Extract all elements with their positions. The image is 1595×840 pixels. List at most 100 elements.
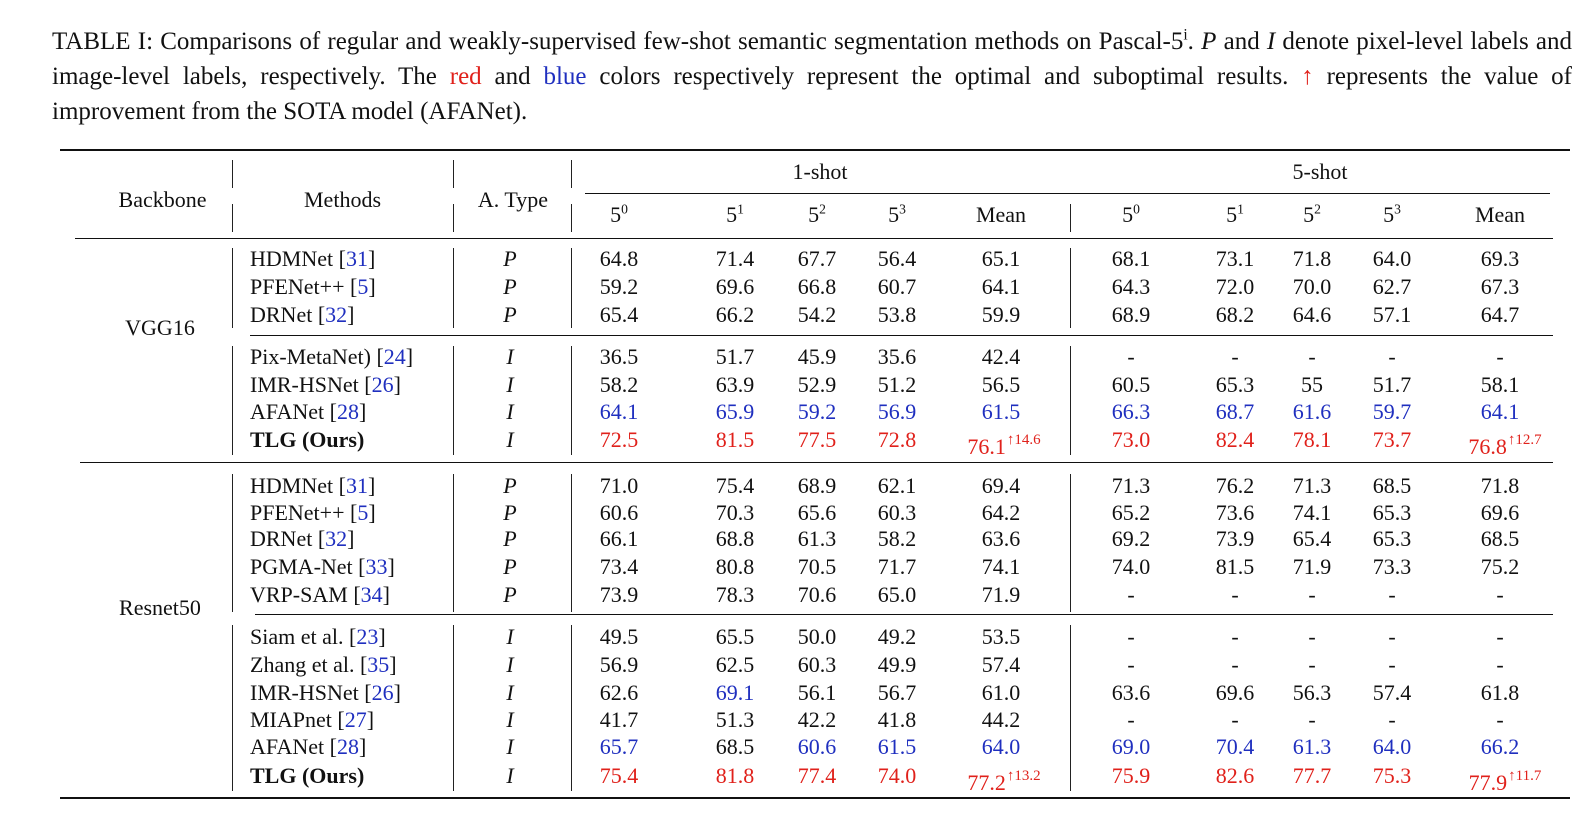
value-cell: -: [1127, 624, 1135, 649]
annotation-type: I: [506, 680, 514, 705]
value-cell: 73.7: [1372, 427, 1412, 452]
value-cell: 36.5: [599, 344, 639, 369]
column-separator: [232, 474, 233, 612]
value-cell: 77.4: [797, 763, 837, 788]
value-cell: 60.6: [797, 734, 837, 759]
value-cell: 73.9: [599, 582, 639, 607]
fold-header: 51: [726, 201, 744, 227]
value-cell: -: [1388, 582, 1396, 607]
value-cell: -: [1388, 344, 1396, 369]
value-cell: -: [1231, 652, 1239, 677]
value-cell: 68.9: [797, 473, 837, 498]
value-cell: 68.7: [1215, 399, 1255, 424]
value-cell: 64.2: [981, 500, 1021, 525]
method-name: VRP-SAM [34]: [250, 582, 390, 607]
value-cell: 73.3: [1372, 554, 1412, 579]
value-cell: 57.4: [1372, 680, 1412, 705]
value-cell: -: [1308, 652, 1316, 677]
method-name: Pix-MetaNet) [24]: [250, 344, 414, 369]
value-cell: 74.0: [1111, 554, 1151, 579]
method-name: PFENet++ [5]: [250, 500, 376, 525]
value-cell: 64.0: [1372, 734, 1412, 759]
value-cell: 75.3: [1372, 763, 1412, 788]
fold-header: 50: [610, 201, 628, 227]
value-cell: 35.6: [877, 344, 917, 369]
value-cell: 67.7: [797, 246, 837, 271]
method-name: IMR-HSNet [26]: [250, 372, 401, 397]
value-cell: -: [1388, 624, 1396, 649]
value-cell: 72.5: [599, 427, 639, 452]
annotation-type: I: [506, 427, 514, 452]
value-cell: 71.8: [1292, 246, 1332, 271]
value-cell: -: [1127, 344, 1135, 369]
column-separator: [453, 625, 454, 791]
value-cell: -: [1127, 582, 1135, 607]
value-cell: 57.4: [981, 652, 1021, 677]
header-separator: [453, 160, 454, 188]
value-cell: 41.8: [877, 707, 917, 732]
resnet-block-rule: [255, 614, 1553, 615]
value-cell: 60.6: [599, 500, 639, 525]
value-cell: 66.8: [797, 274, 837, 299]
red-word: red: [449, 63, 482, 90]
value-cell: 65.7: [599, 734, 639, 759]
value-cell: 71.3: [1111, 473, 1151, 498]
value-cell: 61.6: [1292, 399, 1332, 424]
value-cell: 71.9: [981, 582, 1021, 607]
value-cell: 75.4: [599, 763, 639, 788]
annotation-type: I: [506, 734, 514, 759]
mean-header: Mean: [1474, 202, 1526, 227]
value-cell: 66.2: [1480, 734, 1520, 759]
annotation-type: I: [506, 652, 514, 677]
value-cell: 61.5: [981, 399, 1021, 424]
value-cell: 63.6: [981, 526, 1021, 551]
top-rule: [60, 149, 1570, 151]
value-cell: 71.8: [1480, 473, 1520, 498]
value-cell: 54.2: [797, 302, 837, 327]
value-cell: 56.4: [877, 246, 917, 271]
value-cell: 56.1: [797, 680, 837, 705]
value-cell: 64.1: [1480, 399, 1520, 424]
shot-rule: [585, 193, 1550, 194]
value-cell: 69.1: [715, 680, 755, 705]
value-cell: 78.1: [1292, 427, 1332, 452]
column-separator: [232, 248, 233, 328]
fold-header: 53: [1383, 201, 1401, 227]
value-cell: 56.7: [877, 680, 917, 705]
value-cell: 67.3: [1480, 274, 1520, 299]
one-shot-header: 1-shot: [792, 159, 848, 184]
vgg-block-rule: [250, 335, 1553, 336]
value-cell: 61.8: [1480, 680, 1520, 705]
value-cell: 82.6: [1215, 763, 1255, 788]
value-cell: 57.1: [1372, 302, 1412, 327]
value-cell: -: [1231, 707, 1239, 732]
annotation-type: I: [506, 624, 514, 649]
value-cell: 62.5: [715, 652, 755, 677]
value-cell: 56.5: [981, 372, 1021, 397]
value-cell: 64.6: [1292, 302, 1332, 327]
value-cell: 55: [1301, 372, 1323, 397]
value-cell: -: [1496, 582, 1504, 607]
value-cell: 73.1: [1215, 246, 1255, 271]
value-cell: 70.4: [1215, 734, 1255, 759]
value-cell: 65.0: [877, 582, 917, 607]
value-cell: 74.1: [981, 554, 1021, 579]
column-separator: [232, 346, 233, 455]
backbone-label: Resnet50: [119, 595, 201, 620]
value-cell: 69.6: [1215, 680, 1255, 705]
fold-header: 52: [808, 201, 826, 227]
value-cell: 65.9: [715, 399, 755, 424]
value-cell: 65.4: [599, 302, 639, 327]
value-cell: -: [1308, 344, 1316, 369]
value-cell: 49.5: [599, 624, 639, 649]
value-cell: 74.0: [877, 763, 917, 788]
value-cell: 61.3: [1292, 734, 1332, 759]
value-cell: 59.7: [1372, 399, 1412, 424]
column-separator: [571, 248, 572, 328]
value-cell: 56.9: [877, 399, 917, 424]
annotation-type: P: [503, 274, 517, 299]
column-separator: [1070, 625, 1071, 791]
value-cell: 81.8: [715, 763, 755, 788]
value-cell: 51.7: [1372, 372, 1412, 397]
value-cell: 65.3: [1372, 500, 1412, 525]
